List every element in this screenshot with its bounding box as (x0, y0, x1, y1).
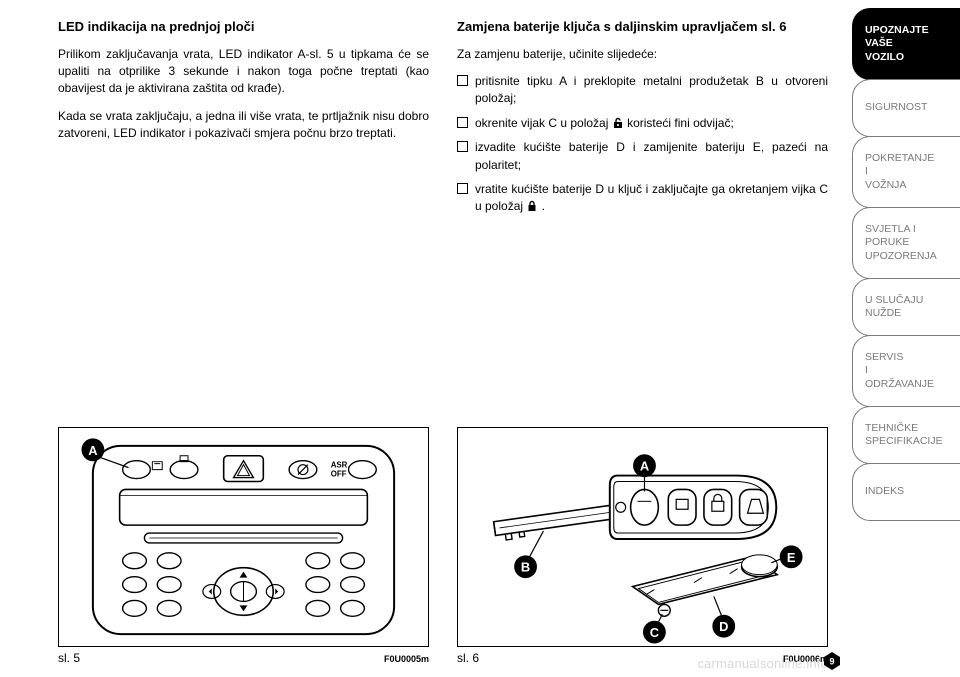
right-column: Zamjena baterije ključa s daljinskim upr… (457, 18, 828, 677)
sidebar-tabs: UPOZNAJTEVAŠEVOZILO SIGURNOST POKRETANJE… (852, 0, 960, 677)
left-para-1: Prilikom zaključavanja vrata, LED indika… (58, 46, 429, 98)
left-title: LED indikacija na prednjoj ploči (58, 18, 429, 36)
svg-text:A: A (88, 443, 97, 458)
bullet-4-post: . (538, 199, 545, 213)
bullet-1: pritisnite tipku A i preklopite metalni … (457, 73, 828, 108)
tab-label-5: SERVISIODRŽAVANJE (865, 351, 934, 390)
left-para-2: Kada se vrata zaključaju, a jedna ili vi… (58, 108, 429, 143)
page-number-text: 9 (829, 657, 834, 667)
figure-5-code: F0U0005m (384, 654, 429, 664)
figure-6-svg: A B C D E (458, 428, 827, 646)
tab-label-0: UPOZNAJTEVAŠEVOZILO (865, 24, 929, 63)
svg-text:A: A (640, 459, 649, 474)
tab-tehnicke[interactable]: TEHNIČKESPECIFIKACIJE (852, 406, 960, 464)
figure-6-wrap: A B C D E (457, 427, 828, 677)
tab-label-1: SIGURNOST (865, 101, 927, 114)
svg-text:D: D (719, 619, 728, 634)
bullet-3-text: izvadite kućište baterije D i zamijenite… (475, 140, 828, 171)
tab-upoznajte[interactable]: UPOZNAJTEVAŠEVOZILO (852, 8, 960, 80)
page-number-badge: 9 (823, 651, 841, 671)
left-column: LED indikacija na prednjoj ploči Priliko… (58, 18, 429, 677)
content-area: LED indikacija na prednjoj ploči Priliko… (0, 0, 852, 677)
figure-5: ASR OFF (58, 427, 429, 647)
tab-pokretanje[interactable]: POKRETANJEIVOŽNJA (852, 136, 960, 208)
bullet-4: vratite kućište baterije D u ključ i zak… (457, 181, 828, 216)
svg-text:ASR: ASR (331, 461, 348, 470)
watermark: carmanualsonline.info (697, 656, 828, 671)
tab-indeks[interactable]: INDEKS (852, 463, 960, 521)
figure-5-caption: sl. 5 F0U0005m (58, 651, 429, 665)
bullet-2-post: koristeći fini odvijač; (624, 116, 734, 130)
figure-5-number: sl. 5 (58, 651, 80, 665)
tab-svjetla[interactable]: SVJETLA IPORUKEUPOZORENJA (852, 207, 960, 279)
lock-icon (526, 200, 538, 212)
tab-label-7: INDEKS (865, 485, 904, 498)
svg-text:B: B (521, 560, 530, 575)
tab-sigurnost[interactable]: SIGURNOST (852, 79, 960, 137)
tab-label-4: U SLUČAJUNUŽDE (865, 294, 923, 320)
figure-5-svg: ASR OFF (59, 428, 428, 646)
tab-label-2: POKRETANJEIVOŽNJA (865, 152, 934, 191)
bullet-1-text: pritisnite tipku A i preklopite metalni … (475, 74, 828, 105)
right-bullets: pritisnite tipku A i preklopite metalni … (457, 73, 828, 223)
right-para-1: Za zamjenu baterije, učinite slijedeće: (457, 46, 828, 63)
tab-nuzde[interactable]: U SLUČAJUNUŽDE (852, 278, 960, 336)
figure-6: A B C D E (457, 427, 828, 647)
bullet-2-pre: okrenite vijak C u položaj (475, 116, 612, 130)
tab-label-6: TEHNIČKESPECIFIKACIJE (865, 422, 943, 448)
figure-6-number: sl. 6 (457, 651, 479, 665)
figure-5-wrap: ASR OFF (58, 427, 429, 677)
unlock-icon (612, 117, 624, 129)
bullet-2: okrenite vijak C u položaj koristeći fin… (457, 115, 828, 132)
bullet-3: izvadite kućište baterije D i zamijenite… (457, 139, 828, 174)
tab-label-3: SVJETLA IPORUKEUPOZORENJA (865, 223, 937, 262)
page: LED indikacija na prednjoj ploči Priliko… (0, 0, 960, 677)
svg-text:OFF: OFF (331, 470, 347, 479)
tab-servis[interactable]: SERVISIODRŽAVANJE (852, 335, 960, 407)
svg-text:E: E (787, 550, 796, 565)
right-title: Zamjena baterije ključa s daljinskim upr… (457, 18, 828, 36)
svg-text:C: C (650, 625, 659, 640)
